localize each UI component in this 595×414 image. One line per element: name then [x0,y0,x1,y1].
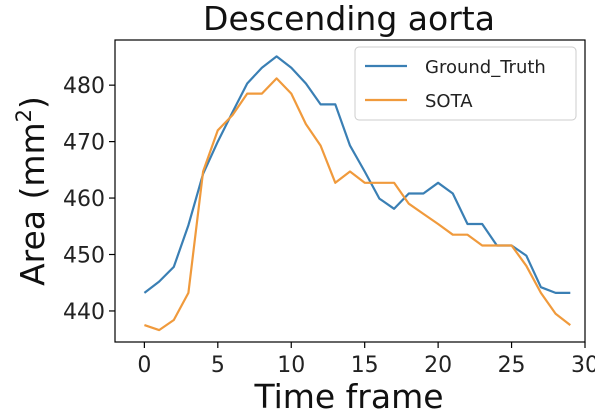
series-lines [143,55,571,332]
x-tick-label: 10 [277,353,305,378]
y-tick-label: 460 [63,187,105,212]
y-tick-label: 440 [63,300,105,325]
legend-label-ground-truth: Ground_Truth [425,57,546,78]
y-axis-label-text: Area (mm [13,122,52,286]
chart-title: Descending aorta [203,0,495,38]
x-tick-label: 15 [351,353,379,378]
plot-area: 0 5 10 15 20 25 30 440 450 460 470 480 [63,39,595,378]
y-axis-label-close: ) [13,96,52,109]
x-axis-ticks: 0 5 10 15 20 25 30 [137,342,595,378]
x-tick-label: 25 [498,353,526,378]
legend-item-ground-truth: Ground_Truth [365,57,546,78]
x-axis-label: Time frame [253,377,443,414]
plot-frame [114,39,586,343]
x-tick-label: 20 [424,353,452,378]
y-axis-label-superscript: 2 [12,109,36,122]
legend-box [354,46,577,121]
x-tick-label: 5 [211,353,225,378]
x-tick-label: 0 [137,353,151,378]
legend-item-sota: SOTA [365,91,473,112]
y-axis-label: Area (mm2) [12,96,52,286]
series-line-sota [144,77,571,332]
y-axis-ticks: 440 450 460 470 480 [63,74,115,325]
x-tick-label: 30 [571,353,595,378]
y-tick-label: 470 [63,131,105,156]
y-tick-label: 480 [63,74,105,99]
y-tick-label: 450 [63,244,105,269]
legend-label-sota: SOTA [425,91,473,112]
legend: Ground_Truth SOTA [354,46,577,121]
